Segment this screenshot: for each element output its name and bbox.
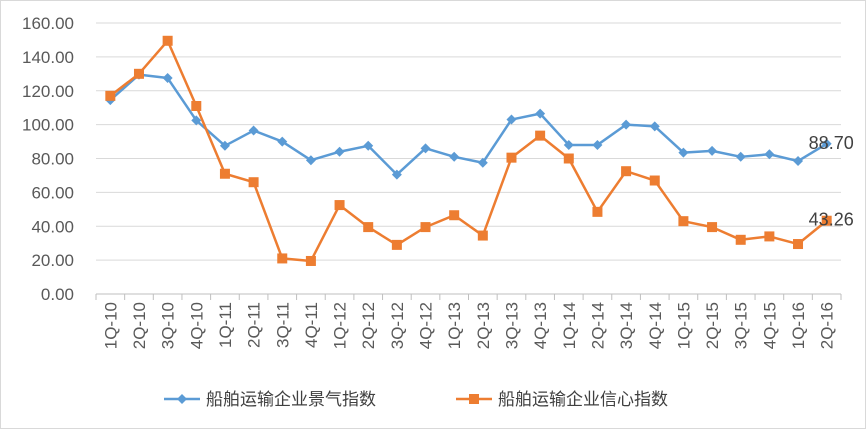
data-point-square — [621, 166, 632, 177]
y-tick-label: 20.00 — [31, 251, 74, 270]
data-point-square — [506, 152, 517, 163]
data-point-square — [334, 200, 345, 211]
y-tick-label: 120.00 — [22, 82, 74, 101]
data-point-diamond — [334, 146, 345, 157]
data-point-diamond — [764, 149, 775, 160]
data-point-square — [563, 153, 574, 164]
data-point-diamond — [420, 143, 431, 154]
data-point-square — [678, 216, 689, 227]
y-tick-label: 100.00 — [22, 116, 74, 135]
x-tick-label: 1Q-13 — [445, 302, 464, 349]
data-point-diamond — [621, 119, 632, 130]
data-point-square — [191, 100, 202, 111]
data-point-square — [363, 222, 374, 233]
data-point-diamond — [506, 114, 517, 125]
x-tick-label: 4Q-11 — [302, 302, 321, 348]
data-point-diamond — [735, 151, 746, 162]
x-tick-label: 2Q-10 — [130, 302, 149, 349]
legend: 船舶运输企业景气指数 船舶运输企业信心指数 — [164, 390, 668, 410]
data-point-square — [535, 130, 546, 141]
data-point-diamond — [191, 115, 202, 126]
x-tick-label: 2Q-12 — [359, 302, 378, 349]
data-point-square — [821, 215, 832, 226]
axes: 0.00 20.00 40.00 60.00 80.00 100.00 120.00 140.… — [22, 14, 842, 349]
x-tick-label: 3Q-13 — [502, 302, 521, 349]
data-point-square — [420, 222, 431, 233]
data-point-diamond — [707, 145, 718, 156]
data-point-square — [649, 175, 660, 186]
data-point-square — [305, 255, 316, 266]
data-point-diamond — [649, 121, 660, 132]
x-tick-label: 4Q-13 — [531, 302, 550, 349]
legend-marker-square — [469, 394, 479, 404]
x-tick-label: 1Q-11 — [216, 302, 235, 348]
data-point-square — [592, 206, 603, 217]
data-point-square — [391, 239, 402, 250]
x-tick-label: 3Q-15 — [732, 302, 751, 349]
data-labels: 88.70 43.26 — [809, 133, 854, 230]
data-point-square — [793, 239, 804, 250]
data-point-diamond — [248, 125, 259, 136]
y-tick-label: 80.00 — [31, 150, 74, 169]
data-point-diamond — [678, 147, 689, 158]
x-tick-label: 3Q-10 — [159, 302, 178, 349]
x-tick-label: 4Q-12 — [417, 302, 436, 349]
x-tick-label: 4Q-15 — [760, 302, 779, 349]
x-tick-label: 3Q-14 — [617, 302, 636, 349]
x-tick-label: 2Q-13 — [474, 302, 493, 349]
data-label-last: 88.70 — [809, 133, 854, 153]
data-point-diamond — [592, 139, 603, 150]
x-tick-label: 1Q-12 — [331, 302, 350, 349]
x-tick-label: 2Q-16 — [818, 302, 837, 349]
x-tick-label: 3Q-11 — [273, 302, 292, 348]
data-point-square — [162, 35, 173, 46]
x-tick-label: 1Q-10 — [101, 302, 120, 349]
legend-marker-diamond — [177, 394, 187, 404]
x-tick-label: 4Q-14 — [646, 302, 665, 349]
legend-label: 船舶运输企业景气指数 — [206, 390, 376, 410]
x-tick-label: 2Q-14 — [588, 302, 607, 349]
data-point-diamond — [391, 169, 402, 180]
data-point-diamond — [449, 151, 460, 162]
data-point-square — [219, 168, 230, 179]
data-point-diamond — [793, 156, 804, 167]
data-point-diamond — [219, 140, 230, 151]
series-lines — [105, 35, 832, 266]
series-line-1 — [109, 73, 828, 176]
data-point-square — [133, 68, 144, 79]
data-point-diamond — [305, 155, 316, 166]
x-tick-label: 2Q-15 — [703, 302, 722, 349]
data-point-square — [764, 231, 775, 242]
data-point-diamond — [162, 73, 173, 84]
x-tick-label: 1Q-16 — [789, 302, 808, 349]
x-tick-label: 3Q-12 — [388, 302, 407, 349]
data-point-square — [105, 90, 116, 101]
data-point-square — [248, 177, 259, 188]
x-tick-label: 4Q-10 — [187, 302, 206, 349]
y-tick-label: 40.00 — [31, 217, 74, 236]
y-tick-label: 140.00 — [22, 48, 74, 67]
data-point-diamond — [563, 139, 574, 150]
data-point-diamond — [363, 140, 374, 151]
y-tick-label: 0.00 — [41, 285, 74, 304]
data-point-diamond — [277, 136, 288, 147]
data-point-diamond — [477, 157, 488, 168]
y-tick-label: 60.00 — [31, 183, 74, 202]
legend-label: 船舶运输企业信心指数 — [498, 390, 668, 410]
data-point-square — [477, 230, 488, 241]
data-point-diamond — [821, 138, 832, 149]
x-tick-label: 1Q-15 — [674, 302, 693, 349]
data-point-diamond — [535, 108, 546, 119]
y-tick-label: 160.00 — [22, 14, 74, 33]
x-tick-label: 1Q-14 — [560, 302, 579, 349]
data-point-square — [707, 222, 718, 233]
data-label-last: 43.26 — [809, 210, 854, 230]
data-point-square — [735, 234, 746, 245]
data-point-square — [277, 253, 288, 264]
data-point-square — [449, 210, 460, 221]
x-tick-label: 2Q-11 — [245, 302, 264, 348]
series-line-2 — [109, 39, 828, 263]
